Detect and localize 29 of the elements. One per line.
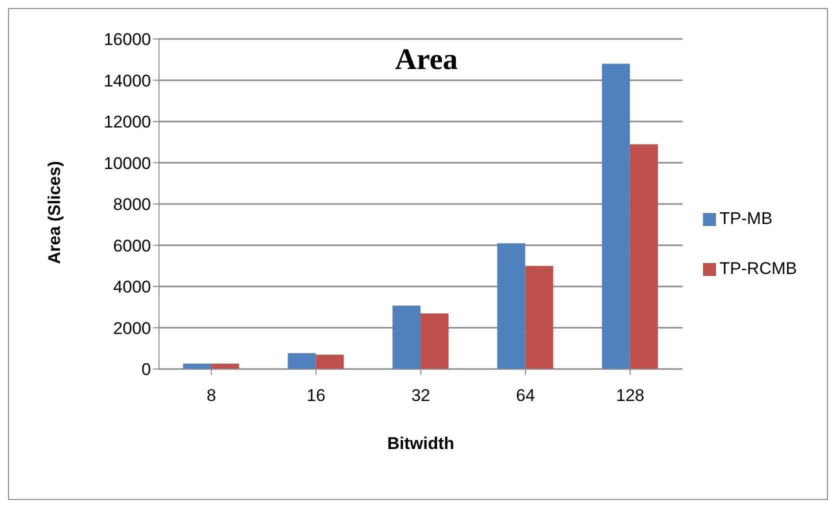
legend-label: TP-MB — [720, 209, 772, 228]
y-tick-label: 2000 — [113, 318, 151, 338]
x-tick-label: 64 — [516, 386, 535, 406]
x-axis-title: Bitwidth — [387, 434, 454, 453]
bar — [497, 243, 526, 369]
y-tick-label: 14000 — [104, 71, 151, 90]
y-tick-label: 8000 — [113, 195, 151, 214]
bar — [211, 364, 240, 369]
y-tick-label: 10000 — [104, 154, 151, 173]
y-axis-title: Area (Slices) — [45, 161, 64, 264]
x-tick-label: 32 — [411, 386, 430, 406]
bar — [288, 353, 316, 369]
y-tick-label: 12000 — [104, 112, 151, 132]
legend-label: TP-RCMB — [720, 259, 797, 278]
y-tick-label: 6000 — [113, 236, 151, 256]
y-tick-label: 0 — [142, 360, 151, 380]
bar — [525, 266, 554, 369]
bar — [392, 306, 420, 369]
x-tick-label: 16 — [306, 386, 326, 406]
bar — [420, 313, 448, 369]
y-tick-label: 16000 — [104, 30, 151, 50]
x-tick-label: 8 — [206, 386, 216, 406]
y-tick-label: 4000 — [113, 278, 151, 297]
x-tick-label: 128 — [616, 386, 644, 406]
bar — [316, 354, 344, 369]
bar — [630, 144, 658, 369]
bar — [183, 364, 212, 369]
bar — [602, 64, 630, 369]
chart-title: Area — [395, 43, 458, 77]
